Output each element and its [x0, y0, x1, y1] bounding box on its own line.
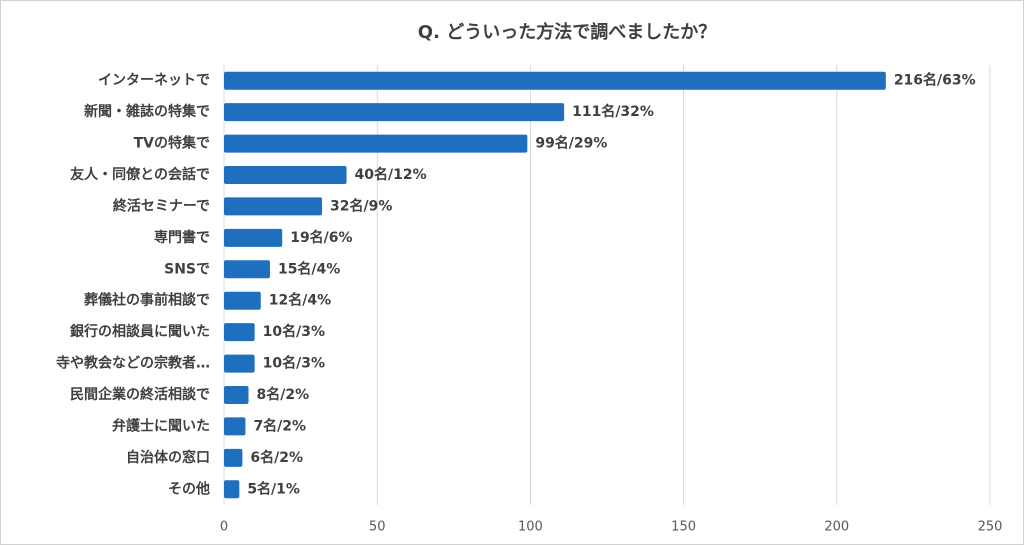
bar — [224, 197, 323, 216]
x-tick-label: 50 — [369, 520, 386, 535]
x-tick-label: 100 — [518, 520, 543, 535]
y-tick-label: 葬儀社の事前相談で — [84, 292, 210, 309]
data-label: 19名/6% — [290, 229, 352, 246]
bar — [224, 417, 246, 436]
y-tick-label: 友人・同僚との会話で — [70, 166, 210, 183]
data-label: 10名/3% — [263, 355, 325, 372]
y-tick-label: 銀行の相談員に聞いた — [70, 323, 210, 340]
bar — [224, 480, 240, 499]
y-tick-label: 専門書で — [154, 229, 210, 246]
bar — [224, 166, 347, 184]
y-tick-label: TVの特集で — [134, 135, 210, 152]
data-label: 8名/2% — [257, 386, 310, 403]
x-tick-label: 250 — [978, 520, 1003, 535]
bar — [224, 354, 255, 373]
data-label: 6名/2% — [250, 449, 303, 466]
bar — [224, 291, 261, 310]
data-label: 111名/32% — [572, 103, 654, 120]
chart-title: Q. どういった方法で調べましたか？ — [418, 21, 716, 43]
y-tick-label: 新聞・雑誌の特集で — [84, 103, 210, 120]
data-label: 15名/4% — [278, 260, 340, 277]
x-tick-label: 200 — [824, 520, 849, 535]
y-tick-label: 寺や教会などの宗教者… — [56, 355, 210, 372]
data-label: 5名/1% — [247, 480, 300, 497]
data-label: 12名/4% — [269, 292, 331, 309]
x-tick-label: 150 — [671, 520, 696, 535]
y-tick-label: 弁護士に聞いた — [112, 417, 210, 434]
bar — [224, 134, 528, 153]
bar — [224, 260, 270, 279]
bar — [224, 71, 886, 90]
y-tick-label: 終活セミナーで — [113, 197, 210, 214]
y-tick-label: 自治体の窓口 — [126, 449, 210, 466]
y-tick-label: 民間企業の終活相談で — [70, 386, 210, 403]
x-tick-label: 0 — [220, 520, 228, 535]
bar — [224, 323, 255, 342]
data-label: 32名/9% — [330, 197, 392, 214]
data-label: 216名/63% — [894, 72, 976, 89]
data-label: 10名/3% — [263, 323, 325, 340]
data-label: 99名/29% — [535, 135, 607, 152]
y-tick-label: その他 — [168, 480, 210, 497]
bar — [224, 448, 243, 467]
data-label: 7名/2% — [253, 417, 306, 434]
data-label: 40名/12% — [355, 166, 427, 183]
bar — [224, 228, 283, 247]
y-tick-label: SNSで — [164, 261, 210, 277]
bar — [224, 103, 565, 122]
bar — [224, 386, 249, 404]
y-tick-label: インターネットで — [98, 73, 210, 89]
